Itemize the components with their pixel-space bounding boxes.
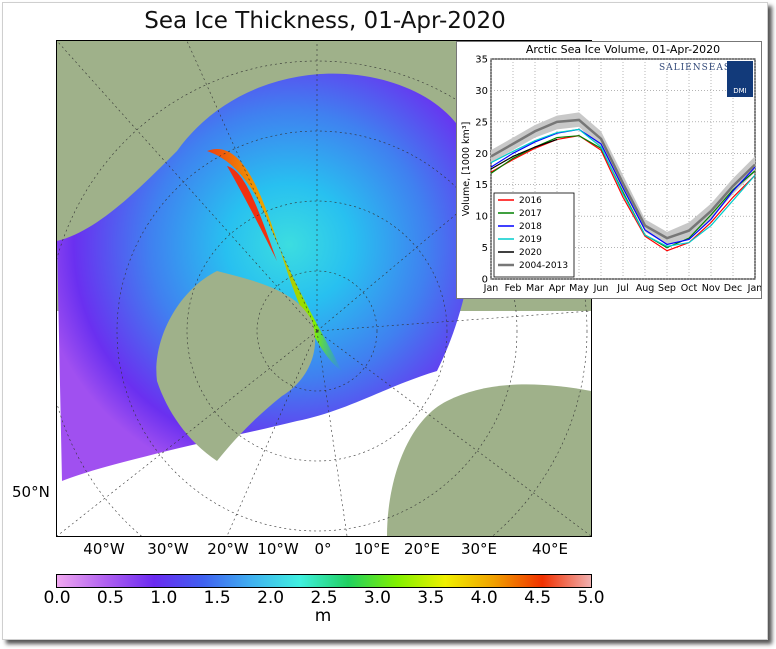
x-tick-label: Mar (526, 283, 544, 294)
series-line-2020 (490, 138, 558, 170)
x-tick-label: Jul (616, 283, 628, 294)
greenland (156, 271, 316, 461)
longitude-label: 40°W (83, 540, 125, 558)
colorbar-tick-label: 1.5 (203, 588, 231, 608)
x-tick-label: May (569, 283, 589, 294)
x-tick-label: Apr (549, 283, 566, 294)
graticule (57, 41, 591, 536)
salienseas-logo: SALIENSEAS (659, 63, 731, 73)
colorbar-tick-label: 2.0 (257, 588, 285, 608)
colorbar-tick-label: 4.5 (524, 588, 552, 608)
colorbar-tick-label: 0.5 (96, 588, 124, 608)
y-tick-label: 25 (475, 117, 488, 128)
chart-title: Arctic Sea Ice Volume, 01-Apr-2020 (526, 43, 720, 56)
longitude-label: 40°E (531, 540, 569, 558)
thickness-map-svg (57, 41, 591, 536)
legend-label: 2018 (519, 222, 542, 232)
y-tick-label: 35 (475, 55, 488, 66)
y-tick-label: 10 (475, 212, 488, 223)
colorbar-tick-label: 4.0 (470, 588, 498, 608)
legend-box (493, 192, 575, 278)
colorbar-tick-label: 1.0 (150, 588, 178, 608)
colorbar (56, 574, 592, 588)
x-tick-label: Feb (505, 283, 522, 294)
longitude-label: 20°W (207, 540, 249, 558)
series-line-2016 (490, 135, 756, 252)
colorbar-tick-label: 3.5 (417, 588, 445, 608)
x-tick-label: Aug (636, 283, 655, 294)
colorbar-tick-label: 2.5 (310, 588, 338, 608)
x-tick-label: Jan (747, 283, 761, 294)
colorbar-tick-label: 0.0 (43, 588, 71, 608)
colorbar-tick-label: 5.0 (577, 588, 605, 608)
x-tick-label: Oct (681, 283, 698, 294)
scandinavia (387, 384, 591, 536)
latitude-label: 50°N (12, 483, 50, 501)
longitude-label: 30°E (460, 540, 498, 558)
longitude-label: 10°W (257, 540, 299, 558)
dmi-badge (727, 61, 753, 97)
colorbar-tick-label: 3.0 (363, 588, 391, 608)
y-tick-label: 0 (482, 275, 488, 286)
y-tick-label: 20 (475, 149, 488, 160)
legend-label: 2019 (519, 235, 542, 245)
colorbar-unit: m (314, 606, 332, 626)
x-tick-label: Sep (658, 283, 676, 294)
x-tick-label: Jan (483, 283, 499, 294)
longitude-label: 0° (314, 540, 332, 558)
y-tick-label: 30 (475, 86, 488, 97)
map-title: Sea Ice Thickness, 01-Apr-2020 (144, 8, 506, 34)
volume-chart-svg: Arctic Sea Ice Volume, 01-Apr-2020 0 5 10 15… (461, 43, 762, 294)
longitude-label: 10°E (353, 540, 391, 558)
y-tick-label: 5 (482, 243, 488, 254)
x-tick-label: Dec (724, 283, 742, 294)
longitude-label: 20°E (403, 540, 441, 558)
climatology-band (491, 112, 755, 245)
longitude-label: 30°W (147, 540, 189, 558)
series-line-2004-2013 (490, 118, 756, 240)
series-line-2019 (490, 128, 756, 247)
y-tick-label: 15 (475, 180, 488, 191)
legend-label: 2017 (519, 209, 542, 219)
legend-label: 2016 (519, 196, 542, 206)
volume-chart: Arctic Sea Ice Volume, 01-Apr-2020 0 5 10 15… (456, 41, 762, 299)
x-tick-label: Nov (702, 283, 721, 294)
legend-label: 2020 (519, 248, 542, 258)
y-axis-label: Volume, [1000 km³] (461, 122, 472, 217)
thickness-map (56, 40, 592, 537)
x-tick-label: Jun (593, 283, 609, 294)
series-line-2018 (490, 128, 756, 246)
legend-label: 2004-2013 (519, 261, 568, 271)
dmi-badge-label: DMI (733, 87, 747, 95)
